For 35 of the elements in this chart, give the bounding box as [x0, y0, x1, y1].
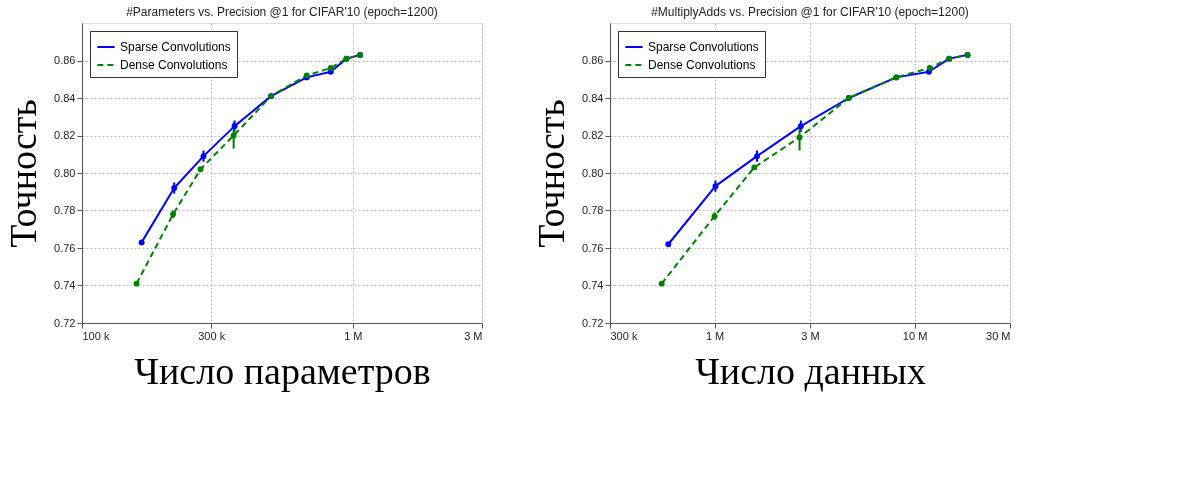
legend-label: Sparse Convolutions — [120, 40, 231, 54]
y-tick-label: 0.76 — [54, 241, 76, 254]
y-tick-label: 0.72 — [582, 316, 604, 329]
y-tick-label: 0.86 — [54, 54, 76, 66]
x-tick-label: 1 M — [344, 329, 363, 342]
y-tick-label: 0.76 — [582, 241, 604, 254]
x-tick-label: 300 k — [198, 329, 226, 342]
legend-label: Sparse Convolutions — [648, 40, 759, 54]
legend-label: Dense Convolutions — [120, 58, 228, 72]
chart-title: #MultiplyAdds vs. Precision @1 for CIFAR'10 (epoch=1200) — [651, 5, 969, 19]
x-tick-label: 1 M — [705, 329, 725, 342]
x-tick-label: 300 k — [610, 329, 638, 342]
y-tick-label: 0.78 — [582, 204, 604, 216]
legend-label: Dense Convolutions — [648, 58, 756, 72]
y-tick-label: 0.82 — [54, 129, 76, 141]
y-tick-label: 0.78 — [54, 204, 76, 216]
y-tick-label: 0.86 — [582, 54, 604, 66]
y-tick-label: 0.84 — [582, 91, 604, 104]
x-tick-label: 100 k — [82, 329, 110, 342]
x-axis-title: Число данных — [695, 349, 926, 392]
y-tick-label: 0.74 — [582, 279, 604, 291]
x-tick-label: 3 M — [801, 329, 820, 342]
chart-title: #Parameters vs. Precision @1 for CIFAR'10 (epoch=1200) — [126, 5, 438, 19]
y-tick-label: 0.82 — [582, 129, 604, 141]
y-tick-label: 0.72 — [54, 316, 76, 329]
y-tick-label: 0.80 — [582, 166, 604, 179]
y-tick-label: 0.84 — [54, 91, 76, 104]
y-axis-title: Точность — [2, 99, 45, 248]
x-tick-label: 3 M — [464, 329, 483, 342]
x-tick-label: 10 M — [902, 329, 928, 342]
y-tick-label: 0.74 — [54, 279, 76, 291]
x-tick-label: 30 M — [986, 329, 1011, 342]
x-axis-title: Число параметров — [134, 349, 431, 392]
y-tick-label: 0.80 — [54, 166, 76, 179]
y-axis-title: Точность — [530, 99, 573, 248]
